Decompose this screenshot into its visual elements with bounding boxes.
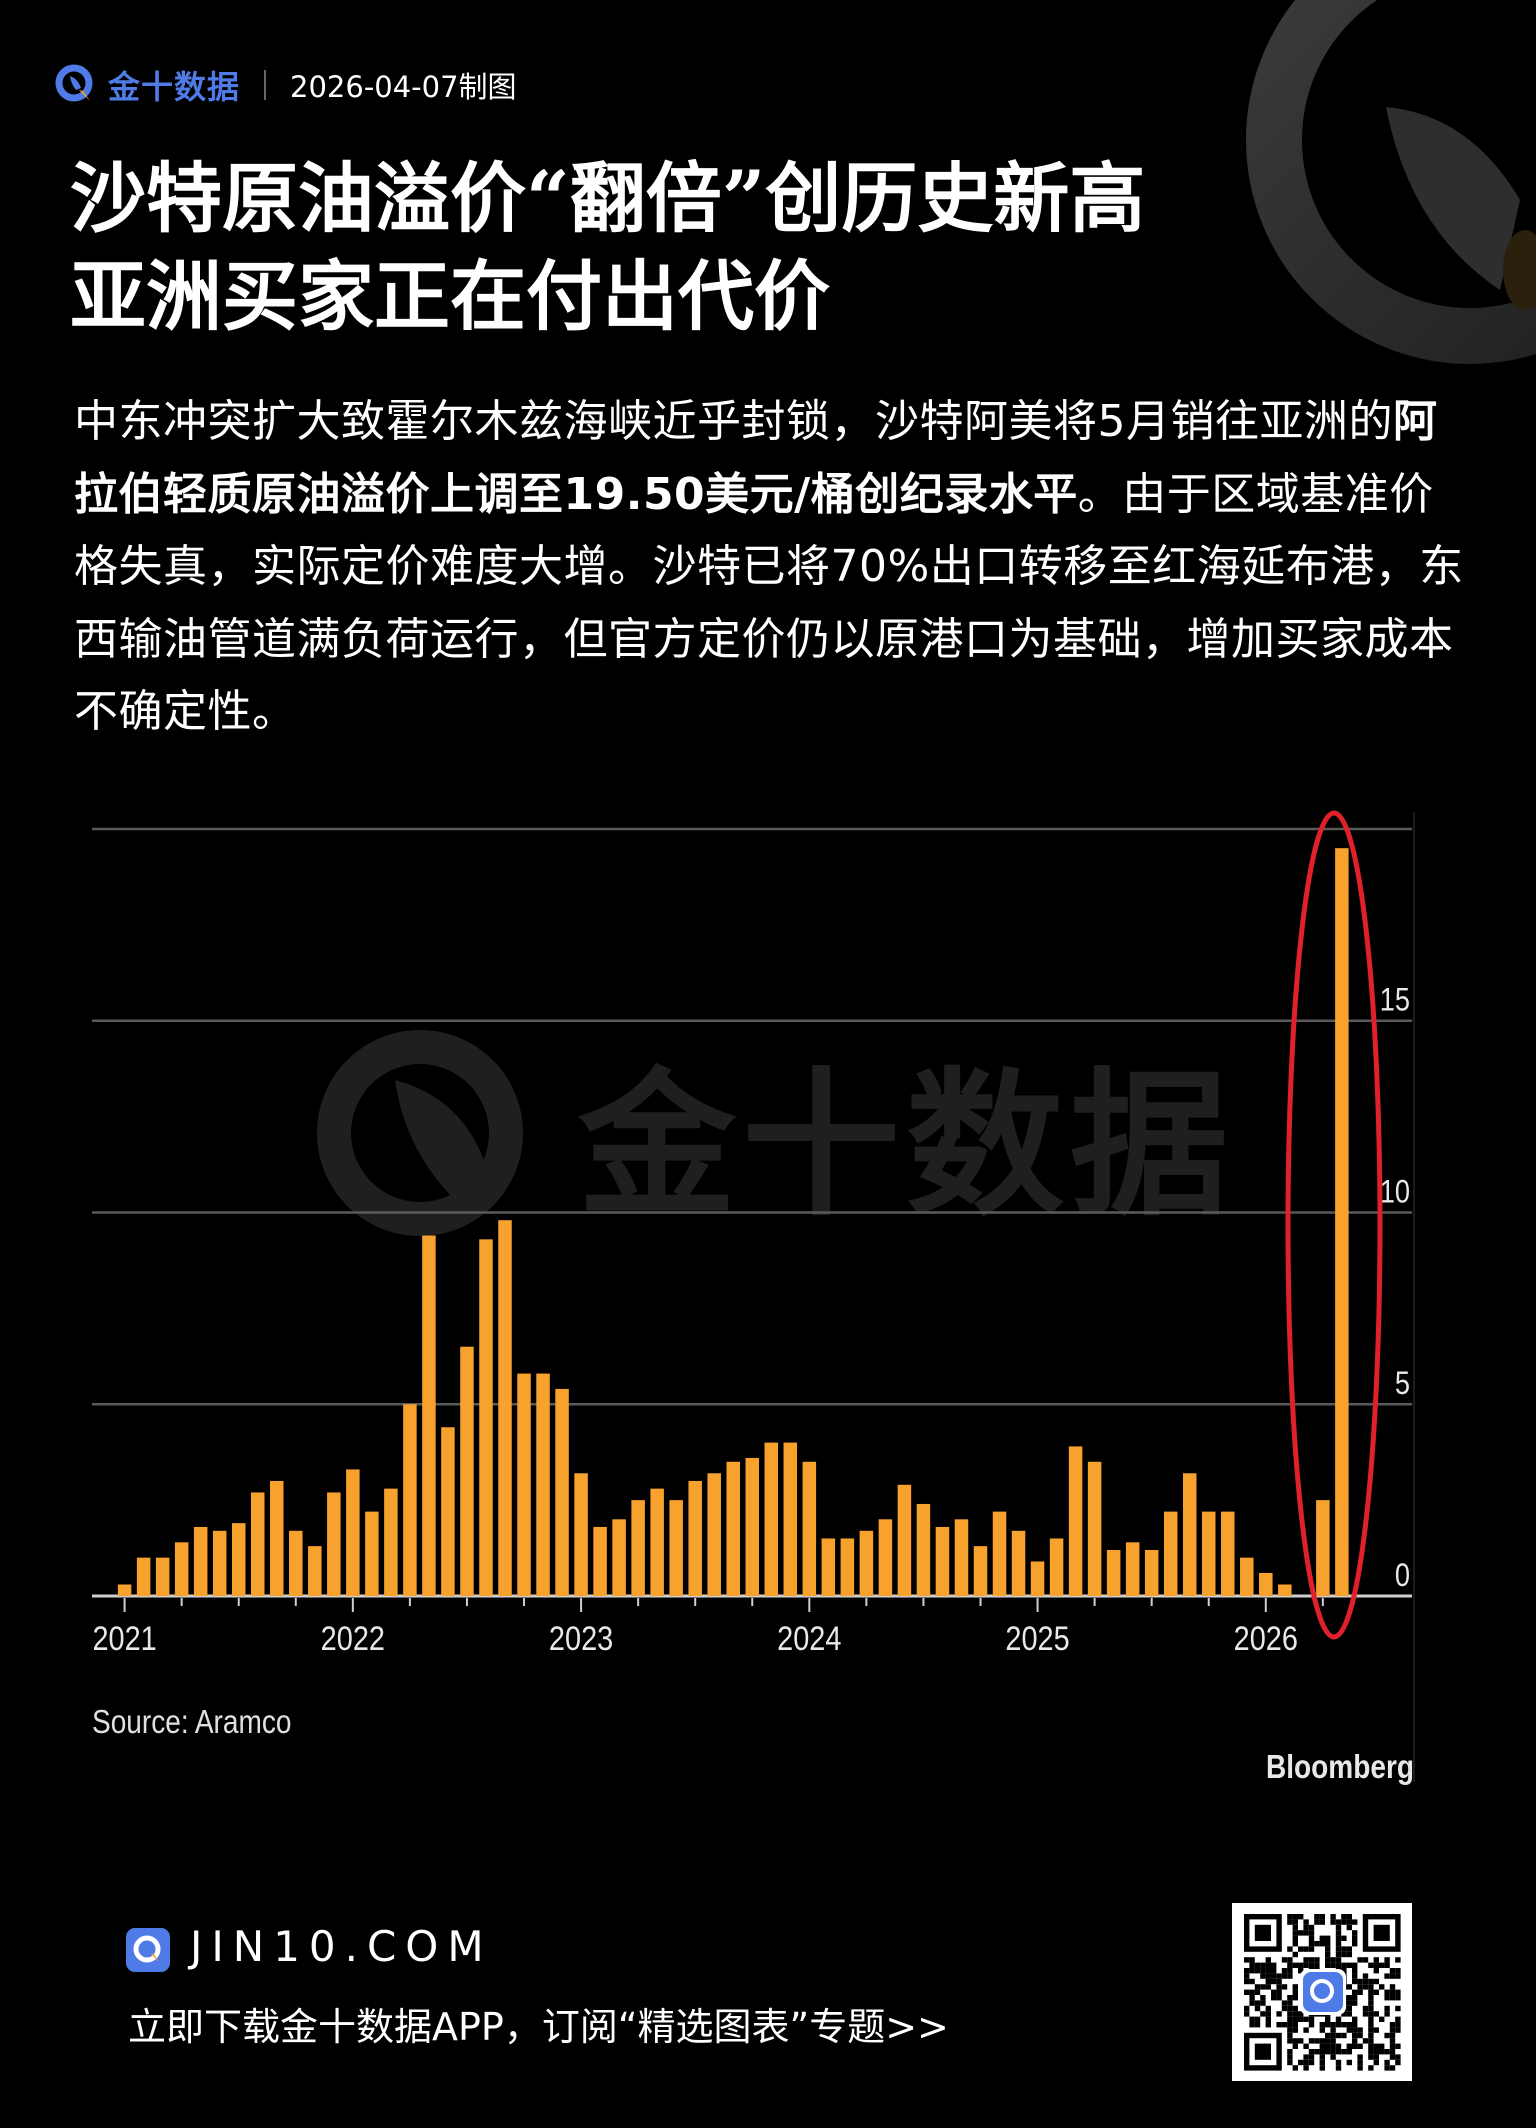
bar-2024-08 (935, 1526, 950, 1596)
x-tick-label: 2022 (321, 1619, 385, 1658)
bar-2022-01 (346, 1469, 360, 1596)
bar-2022-11 (536, 1373, 550, 1596)
bar-2021-09 (270, 1480, 284, 1596)
highlight-ellipse (1285, 810, 1383, 1640)
bar-2024-01 (802, 1461, 817, 1596)
bar-2025-04 (1087, 1461, 1102, 1596)
bar-2026-01 (1259, 1572, 1273, 1596)
bloomberg-credit: Bloomberg (1266, 1749, 1414, 1786)
bar-2023-03 (612, 1519, 626, 1596)
bar-2021-08 (250, 1492, 265, 1596)
bar-2022-07 (460, 1346, 474, 1596)
bar-2024-02 (821, 1538, 836, 1596)
bar-2022-02 (365, 1511, 379, 1596)
bar-2025-01 (1030, 1561, 1045, 1596)
bar-2025-11 (1221, 1511, 1235, 1596)
x-tick-label: 2021 (92, 1619, 156, 1658)
bar-2023-12 (783, 1442, 798, 1596)
bar-2024-12 (1011, 1530, 1026, 1596)
bar-2023-06 (669, 1500, 683, 1596)
bar-chart: 金十数据 0 5 10 15 2021 2022 2023 2024 2025 2026 Source… (92, 810, 1415, 1786)
bar-2025-06 (1125, 1542, 1140, 1596)
bar-2023-05 (650, 1488, 664, 1596)
x-tick-label: 2025 (1005, 1619, 1069, 1658)
bar-2021-07 (231, 1523, 246, 1596)
bar-2024-10 (973, 1546, 988, 1596)
bar-2021-11 (308, 1546, 322, 1596)
bar-2024-05 (878, 1519, 893, 1596)
bar-2024-09 (954, 1519, 969, 1596)
bar-2021-03 (155, 1557, 170, 1596)
qr-center-logo-icon (1303, 1972, 1343, 2012)
bar-2026-02 (1278, 1584, 1292, 1596)
bar-2023-08 (707, 1473, 721, 1596)
bar-2025-12 (1240, 1557, 1254, 1596)
bar-2025-08 (1163, 1511, 1178, 1596)
y-tick-label: 15 (1380, 983, 1410, 1019)
bar-2024-07 (916, 1503, 931, 1596)
bar-2022-09 (498, 1220, 512, 1596)
bar-2021-06 (212, 1530, 227, 1596)
bar-2021-05 (193, 1526, 208, 1596)
bar-2022-04 (403, 1404, 417, 1596)
bar-2025-05 (1106, 1549, 1121, 1596)
bar-2021-04 (174, 1542, 189, 1596)
title-line-2: 亚洲买家正在付出代价 (70, 252, 830, 341)
watermark-logo-icon (317, 1030, 523, 1236)
bar-2023-04 (631, 1500, 645, 1596)
site-url[interactable]: JIN10.COM (190, 1922, 493, 1971)
date-text: 2026-04-07制图 (290, 70, 517, 104)
bar-2023-01 (574, 1473, 588, 1596)
bar-2024-03 (840, 1538, 855, 1596)
bar-2023-09 (726, 1461, 740, 1596)
jin10-app-icon (126, 1928, 170, 1972)
bar-2025-07 (1144, 1549, 1159, 1596)
bar-2023-02 (593, 1526, 607, 1596)
x-tick-label: 2023 (549, 1619, 613, 1658)
y-tick-label: 10 (1380, 1174, 1410, 1210)
source-note: Source: Aramco (92, 1704, 291, 1741)
bar-2021-10 (289, 1530, 303, 1596)
x-tick-label: 2024 (777, 1619, 841, 1658)
header: 金十数据 2026-04-07制图 (54, 62, 517, 108)
x-tick-label: 2026 (1234, 1619, 1298, 1658)
bar-2022-08 (479, 1239, 493, 1596)
bar-2024-11 (992, 1511, 1007, 1596)
bar-2021-01 (117, 1584, 132, 1596)
watermark-text: 金十数据 (577, 1054, 1234, 1238)
paragraph-text: 中东冲突扩大致霍尔木兹海峡近乎封锁，沙特阿美将5月销往亚洲的 (74, 396, 1393, 447)
paragraph-text-2: 。由于区域基准价格失真，实际定价难度大增。沙特已将70%出口转移至红海延布港，东… (74, 468, 1464, 738)
qr-code[interactable] (1232, 1903, 1412, 2081)
bar-2023-11 (764, 1442, 779, 1596)
bar-2022-10 (517, 1373, 531, 1596)
bar-2022-05 (422, 1235, 436, 1596)
page-title: 沙特原油溢价“翻倍”创历史新高 亚洲买家正在付出代价 (70, 150, 1145, 346)
divider (264, 70, 267, 100)
bar-2021-12 (327, 1492, 341, 1596)
download-promo-link[interactable]: 立即下载金十数据APP，订阅“精选图表”专题>> (128, 2005, 949, 2049)
title-line-1: 沙特原油溢价“翻倍”创历史新高 (70, 154, 1146, 243)
bar-2026-04 (1316, 1500, 1330, 1596)
bar-2021-02 (136, 1557, 151, 1596)
bar-2025-02 (1049, 1538, 1064, 1596)
y-tick-label: 5 (1395, 1366, 1410, 1402)
bar-2024-04 (859, 1530, 874, 1596)
brand-name: 金十数据 (108, 68, 241, 106)
bar-2026-05 (1335, 848, 1349, 1596)
bar-2022-12 (555, 1388, 569, 1596)
bar-2025-03 (1068, 1446, 1083, 1596)
y-tick-label: 0 (1395, 1558, 1410, 1594)
summary-paragraph: 中东冲突扩大致霍尔木兹海峡近乎封锁，沙特阿美将5月销往亚洲的阿拉伯轻质原油溢价上… (74, 386, 1474, 749)
bar-2022-06 (441, 1427, 455, 1596)
bar-2023-10 (745, 1457, 760, 1596)
watermark-logo-icon-leaf (395, 1080, 490, 1200)
bar-2025-10 (1201, 1511, 1216, 1596)
bar-2025-09 (1182, 1473, 1197, 1596)
bar-2023-07 (688, 1480, 702, 1596)
bar-2022-03 (384, 1488, 398, 1596)
jin10-logo-icon (55, 64, 93, 102)
paragraph-highlight: 阿拉伯轻质原油溢价上调至19.50美元/桶创纪录水平 (74, 396, 1438, 520)
bar-2024-06 (897, 1484, 912, 1596)
